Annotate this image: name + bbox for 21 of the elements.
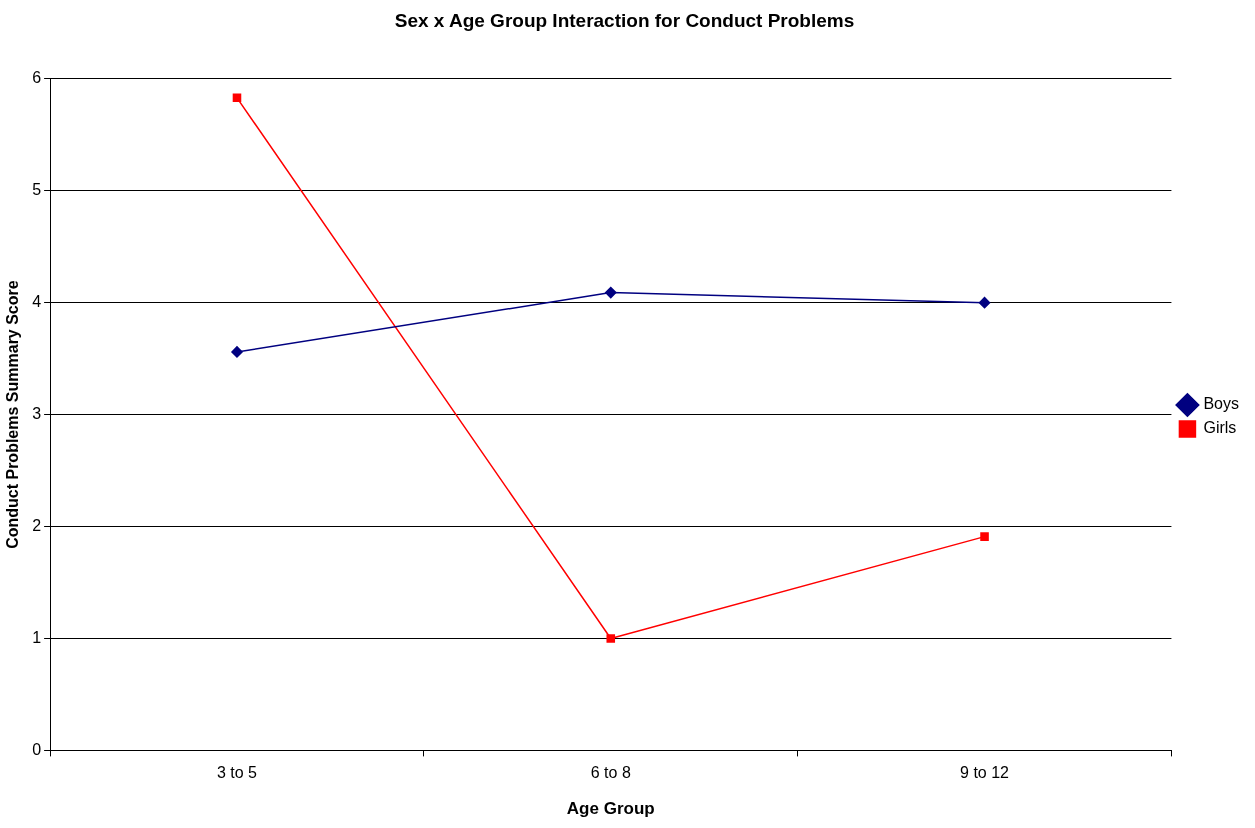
point [978, 296, 991, 309]
point [980, 532, 989, 541]
point [605, 286, 617, 299]
y-tick-label: 2 [32, 516, 42, 534]
point [606, 634, 616, 643]
point [232, 93, 242, 103]
legend-label: Boys [1203, 395, 1240, 413]
x-tick-label: 3 to 5 [216, 764, 258, 782]
point [231, 346, 243, 358]
y-tick-label: 3 [32, 405, 42, 423]
y-tick-label: 4 [32, 293, 42, 311]
y-axis-title: Conduct Problems Summary Score [4, 280, 22, 549]
y-tick-label: 0 [32, 740, 42, 758]
y-tick-label: 1 [32, 628, 42, 646]
y-tick-label: 6 [32, 69, 42, 87]
x-tick-label: 6 to 8 [590, 764, 631, 782]
y-tick-label: 5 [32, 181, 42, 199]
x-axis-title: Age Group [566, 799, 655, 819]
chart-title: Sex x Age Group Interaction for Conduct Problems [394, 9, 855, 31]
legend-label: Girls [1203, 419, 1237, 437]
x-tick-label: 9 to 12 [960, 764, 1010, 782]
